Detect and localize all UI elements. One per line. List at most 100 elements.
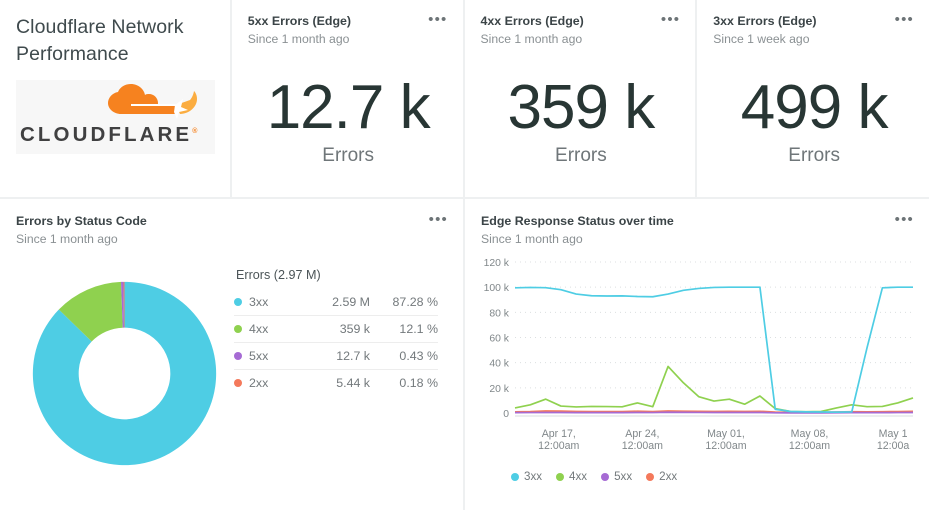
- card-header: Edge Response Status over time Since 1 m…: [481, 211, 915, 248]
- legend-dot-2xx: [646, 472, 655, 481]
- legend-label: 3xx: [524, 470, 543, 483]
- legend-item-2xx[interactable]: 2xx: [646, 470, 677, 483]
- legend-label: 2xx: [659, 470, 678, 483]
- stat-value: 12.7 k: [266, 73, 431, 142]
- stat-value: 359 k: [507, 73, 656, 142]
- legend-percent: 0.43 %: [370, 342, 438, 370]
- card-title: 4xx Errors (Edge): [480, 14, 584, 28]
- card-menu-icon[interactable]: •••: [428, 11, 448, 28]
- legend-dot-4xx: [234, 325, 242, 333]
- card-menu-icon[interactable]: •••: [894, 11, 914, 28]
- legend-dot-2xx: [234, 379, 242, 387]
- card-subtitle: Since 1 month ago: [480, 32, 583, 46]
- card-title: Errors by Status Code: [16, 214, 147, 228]
- legend-row[interactable]: 4xx 359 k 12.1 %: [234, 315, 438, 343]
- legend-value: 359 k: [308, 315, 370, 343]
- legend-percent: 12.1 %: [370, 315, 438, 343]
- legend-dot-3xx: [511, 472, 519, 481]
- donut-slice-4xx[interactable]: [58, 281, 123, 342]
- legend-item-5xx[interactable]: 5xx: [601, 470, 632, 483]
- card-subtitle: Since 1 week ago: [713, 32, 810, 46]
- dashboard-title-card: Cloudflare Network Performance CLOUDFLAR…: [0, 0, 230, 197]
- donut-chart-wrap: [16, 254, 232, 471]
- top-row: Cloudflare Network Performance CLOUDFLAR…: [0, 0, 929, 197]
- legend-label: 4xx: [569, 470, 588, 483]
- x-axis-tick-label: May 08, 12:00am: [788, 428, 831, 452]
- card-menu-icon[interactable]: •••: [660, 11, 681, 28]
- x-axis-tick-label: May 01, 12:00am: [705, 428, 747, 452]
- legend-percent: 0.18 %: [399, 376, 438, 390]
- stat-label: Errors: [322, 145, 374, 166]
- card-header: 4xx Errors (Edge) Since 1 month ago •••: [480, 11, 682, 48]
- legend-dot-5xx: [601, 472, 610, 481]
- legend-value: 2.59 M: [308, 289, 370, 316]
- donut-slice-2xx[interactable]: [122, 281, 124, 328]
- stat-label: Errors: [788, 145, 840, 166]
- legend-dot-3xx: [234, 298, 242, 306]
- x-axis-tick-label: Apr 17, 12:00am: [538, 428, 580, 452]
- x-axis-tick-label: May 1 12:00a: [876, 428, 910, 452]
- cloudflare-cloud-icon: [108, 84, 197, 119]
- stat-card-3xx: 3xx Errors (Edge) Since 1 week ago ••• 4…: [697, 0, 929, 197]
- stat-value: 499 k: [740, 73, 889, 142]
- donut-body: Errors (2.97 M) 3xx 2.59 M 87.28 % 4xx 359 k…: [16, 254, 449, 471]
- card-menu-icon[interactable]: •••: [428, 211, 448, 228]
- wordmark-text: CLOUDFLARE: [20, 123, 193, 146]
- donut-slice-5xx[interactable]: [120, 281, 124, 328]
- cloudflare-logo: CLOUDFLARE®: [16, 80, 215, 154]
- line-chart: 0 20 k 40 k 60 k 80 k 100 k 120 k: [484, 258, 914, 420]
- legend-item-3xx[interactable]: 3xx: [511, 470, 542, 483]
- card-header: Errors by Status Code Since 1 month ago …: [16, 211, 449, 248]
- card-menu-icon[interactable]: •••: [894, 211, 914, 228]
- errors-by-status-code-card: Errors by Status Code Since 1 month ago …: [0, 199, 463, 510]
- legend-label: 5xx: [614, 470, 633, 483]
- bottom-row: Errors by Status Code Since 1 month ago …: [0, 199, 929, 510]
- legend-name: 2xx: [234, 370, 308, 397]
- legend-percent: 87.28 %: [370, 289, 438, 316]
- card-header: 5xx Errors (Edge) Since 1 month ago •••: [247, 11, 449, 48]
- legend-caption: Errors (2.97 M): [236, 268, 321, 282]
- line-series-4xx: [514, 365, 914, 413]
- x-axis-tick-label: Apr 24, 12:00am: [621, 428, 663, 452]
- y-axis-tick-label: 80 k: [489, 308, 509, 319]
- card-title: 3xx Errors (Edge): [713, 14, 817, 28]
- edge-response-status-card: Edge Response Status over time Since 1 m…: [465, 199, 929, 510]
- card-title: 5xx Errors (Edge): [247, 14, 352, 28]
- card-header: 3xx Errors (Edge) Since 1 week ago •••: [713, 11, 915, 48]
- legend-value: 12.7 k: [308, 342, 370, 370]
- legend-item-4xx[interactable]: 4xx: [556, 470, 587, 483]
- stat-label: Errors: [555, 145, 607, 166]
- legend-row[interactable]: 3xx 2.59 M 87.28 %: [234, 289, 438, 316]
- line-chart-legend: 3xx 4xx 5xx 2xx: [481, 470, 915, 483]
- card-subtitle: Since 1 month ago: [481, 232, 583, 246]
- page-title: Cloudflare Network Performance: [16, 16, 184, 65]
- legend-row[interactable]: 2xx 5.44 k 0.18 %: [234, 370, 438, 397]
- donut-slice-3xx[interactable]: [32, 281, 216, 466]
- legend-name: 3xx: [234, 289, 308, 316]
- donut-chart: [32, 281, 216, 466]
- cloudflare-wordmark: CLOUDFLARE®: [20, 123, 197, 147]
- registered-mark: ®: [192, 128, 198, 136]
- y-axis-tick-label: 60 k: [489, 334, 509, 345]
- line-chart-area: 0 20 k 40 k 60 k 80 k 100 k 120 k Apr 17, 12:00…: [481, 256, 915, 456]
- card-subtitle: Since 1 month ago: [16, 232, 118, 246]
- legend-value: 5.44 k: [336, 376, 370, 390]
- y-axis-tick-label: 40 k: [489, 359, 509, 370]
- line-series-3xx: [514, 286, 913, 413]
- legend-dot-4xx: [556, 472, 565, 481]
- line-series-5xx: [514, 411, 914, 414]
- stat-card-5xx: 5xx Errors (Edge) Since 1 month ago ••• …: [231, 0, 463, 197]
- legend-name: 5xx: [234, 342, 308, 370]
- card-title: Edge Response Status over time: [481, 214, 674, 228]
- legend-row[interactable]: 5xx 12.7 k 0.43 %: [234, 342, 438, 370]
- card-subtitle: Since 1 month ago: [247, 32, 350, 46]
- y-axis-tick-label: 0: [503, 409, 509, 420]
- y-axis-tick-label: 20 k: [489, 384, 509, 395]
- y-axis-tick-label: 100 k: [484, 283, 510, 294]
- legend-name: 4xx: [234, 315, 308, 343]
- y-axis-tick-label: 120 k: [484, 258, 510, 269]
- donut-legend: Errors (2.97 M) 3xx 2.59 M 87.28 % 4xx 359 k…: [232, 254, 438, 396]
- legend-dot-5xx: [234, 352, 242, 360]
